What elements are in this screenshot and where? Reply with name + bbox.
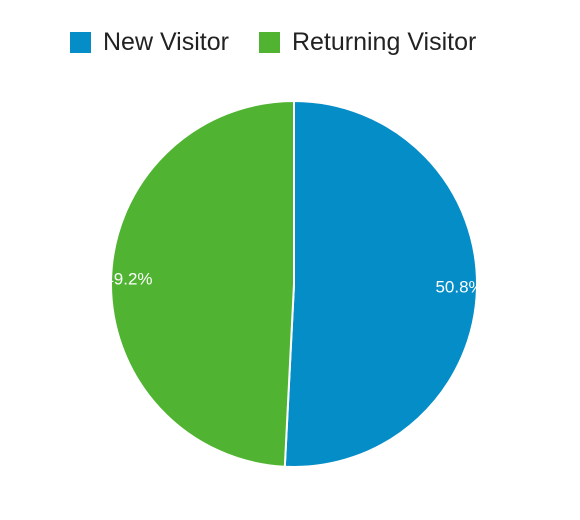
pie-slice-returning-visitor[interactable]: [109, 99, 295, 468]
legend-swatch-new-visitor: [70, 32, 91, 53]
pie-slice-new-visitor[interactable]: [283, 99, 478, 468]
data-label-new-visitor: 50.8%: [435, 278, 483, 297]
chart-legend: New Visitor Returning Visitor: [70, 30, 506, 55]
pie-slices: [109, 99, 478, 468]
data-label-returning-visitor: 49.2%: [104, 269, 152, 288]
legend-swatch-returning-visitor: [258, 32, 280, 53]
legend-label-returning-visitor: Returning Visitor: [291, 28, 477, 56]
legend-item-returning-visitor[interactable]: Returning Visitor: [258, 28, 477, 56]
pie-labels: 50.8% 49.2%: [104, 269, 483, 296]
legend-item-new-visitor[interactable]: New Visitor: [70, 30, 229, 55]
legend-label-new-visitor: New Visitor: [103, 28, 229, 56]
